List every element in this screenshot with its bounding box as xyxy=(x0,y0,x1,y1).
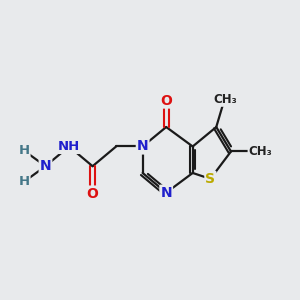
Text: N: N xyxy=(137,140,148,154)
Text: CH₃: CH₃ xyxy=(213,93,237,106)
Text: NH: NH xyxy=(58,140,80,153)
Text: O: O xyxy=(87,187,98,201)
Text: S: S xyxy=(206,172,215,186)
Text: H: H xyxy=(18,144,29,157)
Text: CH₃: CH₃ xyxy=(248,145,272,158)
Text: H: H xyxy=(18,175,29,188)
Text: O: O xyxy=(160,94,172,107)
Text: N: N xyxy=(160,186,172,200)
Text: N: N xyxy=(40,159,51,173)
